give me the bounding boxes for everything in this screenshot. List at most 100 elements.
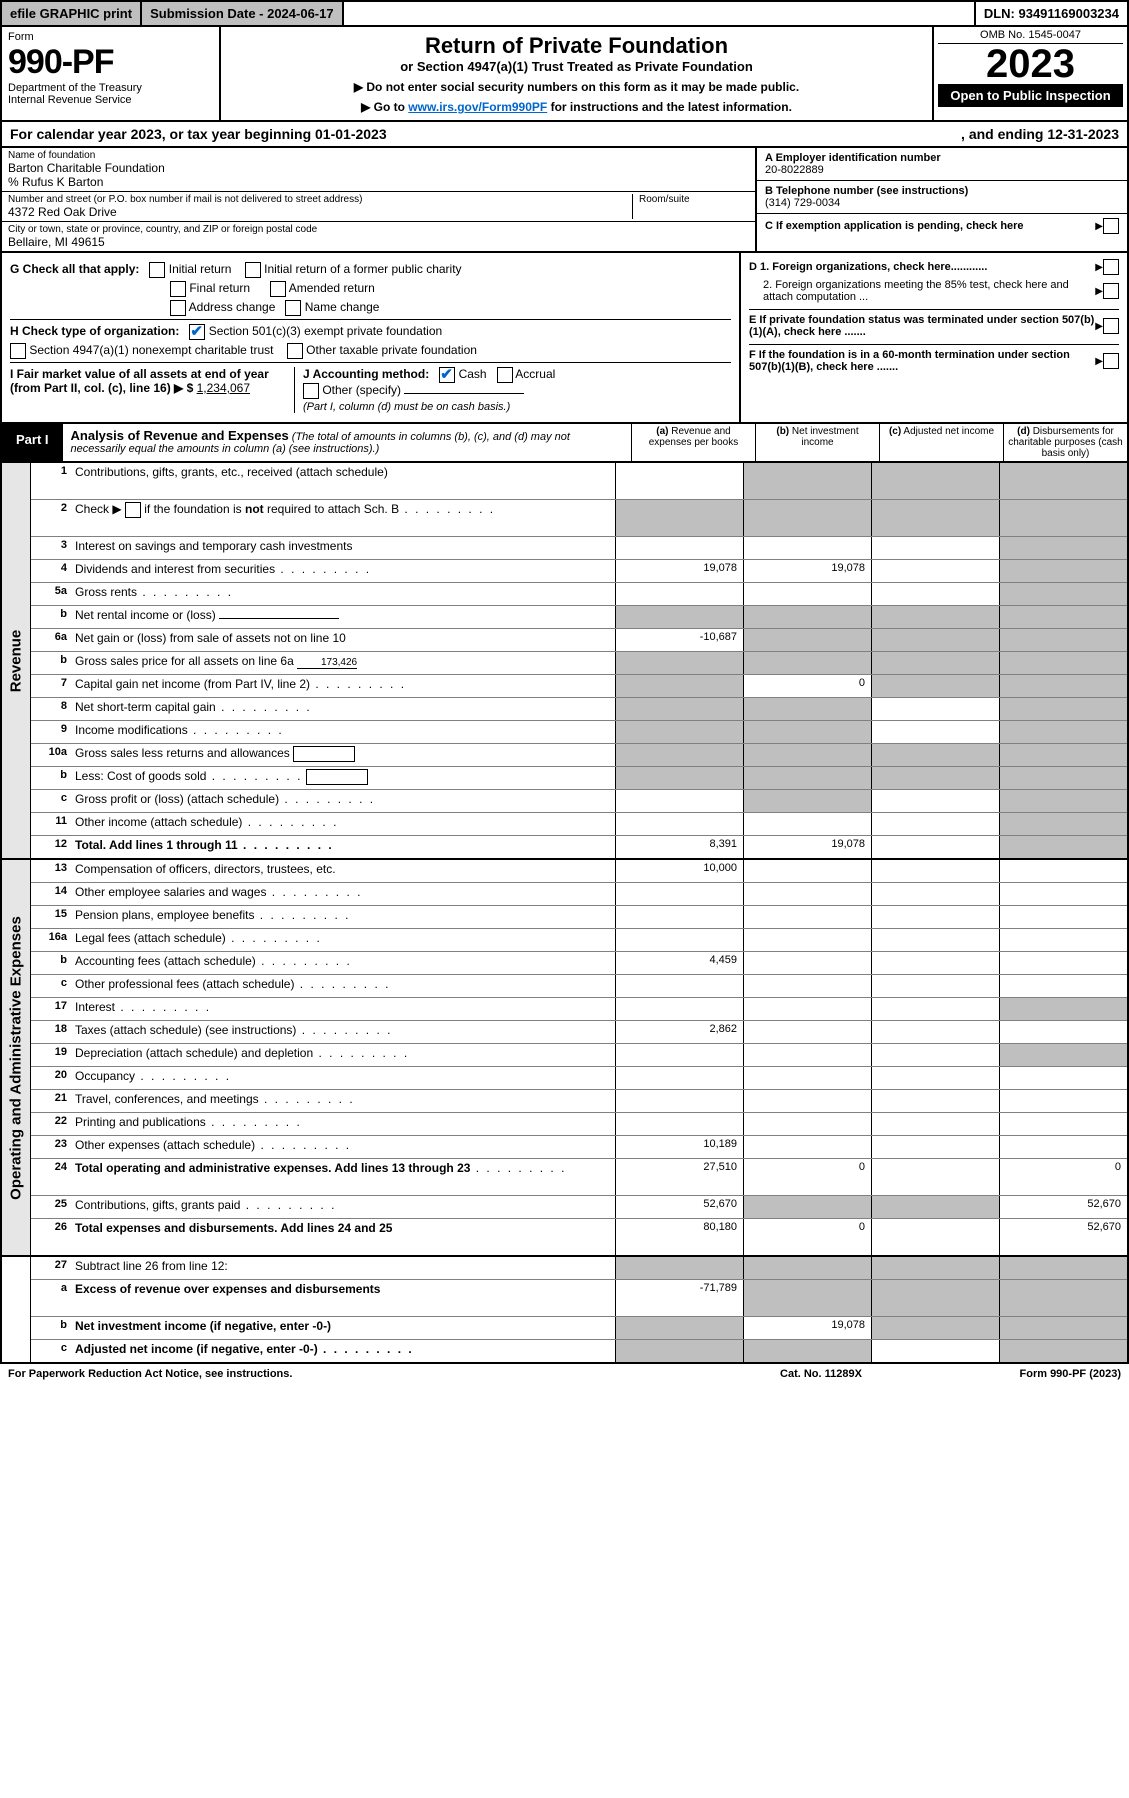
- calendar-left: For calendar year 2023, or tax year begi…: [10, 126, 961, 142]
- row-6b: Gross sales price for all assets on line…: [71, 652, 615, 674]
- r16b-a: 4,459: [615, 952, 743, 974]
- g-final-checkbox[interactable]: [170, 281, 186, 297]
- r24-a: 27,510: [615, 1159, 743, 1195]
- g-initial-checkbox[interactable]: [149, 262, 165, 278]
- d1-checkbox[interactable]: [1103, 259, 1119, 275]
- r12-b: 19,078: [743, 836, 871, 858]
- j-other: Other (specify): [322, 383, 401, 397]
- dept-irs: Internal Revenue Service: [8, 94, 213, 106]
- care-of: % Rufus K Barton: [8, 175, 749, 189]
- row-5a: Gross rents: [71, 583, 615, 605]
- g-initial-former-checkbox[interactable]: [245, 262, 261, 278]
- foundation-name-cell: Name of foundation Barton Charitable Fou…: [2, 148, 755, 192]
- phone-cell: B Telephone number (see instructions) (3…: [757, 181, 1127, 214]
- arrow-icon: [1095, 220, 1103, 232]
- r27a-a: -71,789: [615, 1280, 743, 1316]
- header-right: OMB No. 1545-0047 2023 Open to Public In…: [932, 27, 1127, 120]
- foundation-name: Barton Charitable Foundation: [8, 161, 749, 175]
- h-opt2: Section 4947(a)(1) nonexempt charitable …: [29, 343, 273, 357]
- submission-date: Submission Date - 2024-06-17: [142, 2, 344, 25]
- efile-print-button[interactable]: efile GRAPHIC print: [2, 2, 142, 25]
- row-21: Travel, conferences, and meetings: [71, 1090, 615, 1112]
- calendar-right: , and ending 12-31-2023: [961, 126, 1119, 142]
- e-checkbox[interactable]: [1103, 318, 1119, 334]
- j-cell: J Accounting method: Cash Accrual Other …: [295, 367, 731, 413]
- form-number: 990-PF: [8, 43, 213, 82]
- f-checkbox[interactable]: [1103, 353, 1119, 369]
- row-16b: Accounting fees (attach schedule): [71, 952, 615, 974]
- row-22: Printing and publications: [71, 1113, 615, 1135]
- d2-checkbox[interactable]: [1103, 283, 1119, 299]
- j-cash-checkbox[interactable]: [439, 367, 455, 383]
- h-label: H Check type of organization:: [10, 324, 179, 338]
- row-6a: Net gain or (loss) from sale of assets n…: [71, 629, 615, 651]
- footer-mid: Cat. No. 11289X: [721, 1368, 921, 1380]
- part1-tab: Part I: [2, 424, 63, 461]
- exemption-label: C If exemption application is pending, c…: [765, 220, 1095, 232]
- h-4947-checkbox[interactable]: [10, 343, 26, 359]
- j-other-checkbox[interactable]: [303, 383, 319, 399]
- g-row: G Check all that apply: Initial return I…: [10, 262, 731, 278]
- col-c-text: Adjusted net income: [903, 426, 994, 437]
- h-row2: Section 4947(a)(1) nonexempt charitable …: [10, 343, 731, 359]
- city-value: Bellaire, MI 49615: [8, 235, 749, 249]
- row-16a: Legal fees (attach schedule): [71, 929, 615, 951]
- h-other-checkbox[interactable]: [287, 343, 303, 359]
- phone-value: (314) 729-0034: [765, 197, 1119, 209]
- form-note-2: ▶ Go to www.irs.gov/Form990PF for instru…: [229, 100, 924, 114]
- row-26: Total expenses and disbursements. Add li…: [71, 1219, 615, 1255]
- arrow-icon: [1095, 285, 1103, 297]
- h-row: H Check type of organization: Section 50…: [10, 319, 731, 340]
- tax-year: 2023: [938, 44, 1123, 84]
- info-grid: Name of foundation Barton Charitable Fou…: [0, 148, 1129, 253]
- row-27: Subtract line 26 from line 12:: [71, 1257, 615, 1279]
- row-10c: Gross profit or (loss) (attach schedule): [71, 790, 615, 812]
- form-title: Return of Private Foundation: [229, 33, 924, 59]
- j-accrual-checkbox[interactable]: [497, 367, 513, 383]
- city-label: City or town, state or province, country…: [8, 224, 749, 235]
- r27b-b: 19,078: [743, 1317, 871, 1339]
- row-1: Contributions, gifts, grants, etc., rece…: [71, 463, 615, 499]
- header-left: Form 990-PF Department of the Treasury I…: [2, 27, 221, 120]
- g-label: G Check all that apply:: [10, 262, 139, 276]
- schb-checkbox[interactable]: [125, 502, 141, 518]
- arrow-icon: [1095, 355, 1103, 367]
- h-501c3-checkbox[interactable]: [189, 324, 205, 340]
- dln-label: DLN: 93491169003234: [974, 2, 1127, 25]
- g-initial: Initial return: [169, 262, 232, 276]
- irs-link[interactable]: www.irs.gov/Form990PF: [408, 100, 547, 114]
- g-name-checkbox[interactable]: [285, 300, 301, 316]
- r18-a: 2,862: [615, 1021, 743, 1043]
- g-amended-checkbox[interactable]: [270, 281, 286, 297]
- r7-b: 0: [743, 675, 871, 697]
- form-label: Form: [8, 31, 213, 43]
- expenses-table: Operating and Administrative Expenses 13…: [0, 860, 1129, 1257]
- street-address: 4372 Red Oak Drive: [8, 205, 632, 219]
- part1-header: Part I Analysis of Revenue and Expenses …: [0, 424, 1129, 463]
- name-label: Name of foundation: [8, 150, 749, 161]
- f-label: F If the foundation is in a 60-month ter…: [749, 349, 1095, 373]
- j-accrual: Accrual: [515, 367, 555, 381]
- r6b-inline: 173,426: [297, 657, 357, 669]
- g-row3: Address change Name change: [10, 300, 731, 316]
- col-d-head: (d) Disbursements for charitable purpose…: [1003, 424, 1127, 461]
- header-mid: Return of Private Foundation or Section …: [221, 27, 932, 120]
- info-right: A Employer identification number 20-8022…: [755, 148, 1127, 251]
- r26-d: 52,670: [999, 1219, 1127, 1255]
- row-2: Check ▶ if the foundation is not require…: [71, 500, 615, 536]
- revenue-side-label: Revenue: [2, 463, 31, 858]
- ij-row: I Fair market value of all assets at end…: [10, 362, 731, 413]
- row-9: Income modifications: [71, 721, 615, 743]
- row-27c: Adjusted net income (if negative, enter …: [71, 1340, 615, 1362]
- ein-cell: A Employer identification number 20-8022…: [757, 148, 1127, 181]
- g-name-change: Name change: [305, 300, 380, 314]
- goto-pre: ▶ Go to: [361, 100, 408, 114]
- r26-b: 0: [743, 1219, 871, 1255]
- r6a-a: -10,687: [615, 629, 743, 651]
- r26-a: 80,180: [615, 1219, 743, 1255]
- form-note-1: ▶ Do not enter social security numbers o…: [229, 80, 924, 94]
- g-addr-checkbox[interactable]: [170, 300, 186, 316]
- exemption-checkbox[interactable]: [1103, 218, 1119, 234]
- row-16c: Other professional fees (attach schedule…: [71, 975, 615, 997]
- line27-spacer: [2, 1257, 31, 1362]
